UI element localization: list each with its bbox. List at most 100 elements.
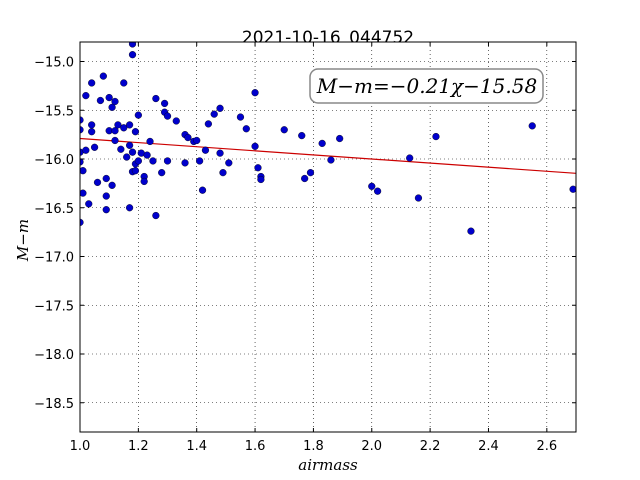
data-point xyxy=(143,151,151,159)
data-point xyxy=(193,136,201,145)
data-point xyxy=(111,136,119,145)
data-point xyxy=(306,169,315,177)
x-tick-label: 1.6 xyxy=(245,439,266,454)
data-point xyxy=(196,157,204,165)
data-point xyxy=(80,126,84,134)
data-point xyxy=(569,185,576,193)
data-point xyxy=(414,194,423,202)
data-point xyxy=(82,92,90,100)
x-tick-label: 2.6 xyxy=(536,439,557,454)
data-point xyxy=(161,99,169,108)
data-point xyxy=(80,116,84,124)
data-point xyxy=(128,42,137,48)
data-point xyxy=(128,51,137,59)
data-point xyxy=(204,120,212,128)
data-point xyxy=(88,121,96,129)
data-point xyxy=(257,175,265,184)
data-point xyxy=(280,126,288,134)
data-point xyxy=(102,206,110,214)
data-point xyxy=(126,141,134,149)
data-point xyxy=(108,103,116,111)
data-point xyxy=(96,96,105,105)
x-tick-label: 2.0 xyxy=(361,439,382,454)
data-point xyxy=(210,110,218,118)
x-tick-label: 1.4 xyxy=(186,439,207,454)
data-point xyxy=(90,143,99,151)
data-point xyxy=(105,93,113,102)
y-tick-label: −16.5 xyxy=(34,202,74,217)
data-point xyxy=(327,156,335,164)
data-point xyxy=(131,167,140,175)
data-point xyxy=(134,111,142,119)
x-tick-label: 2.4 xyxy=(478,439,499,454)
data-point xyxy=(216,104,224,112)
data-point xyxy=(126,121,134,129)
data-point xyxy=(242,125,250,133)
data-point xyxy=(120,79,128,87)
data-point xyxy=(123,153,131,161)
data-point xyxy=(117,145,125,153)
data-point xyxy=(102,174,110,183)
data-point xyxy=(219,169,227,177)
fit-annotation: M−m=−0.21χ−15.58 xyxy=(309,68,544,104)
data-point xyxy=(88,128,96,136)
y-tick-label: −16.0 xyxy=(34,153,74,168)
data-point xyxy=(172,117,180,125)
data-point xyxy=(251,89,259,97)
data-point xyxy=(201,146,210,154)
data-point xyxy=(99,72,107,80)
data-point xyxy=(251,142,259,150)
data-point xyxy=(111,97,119,106)
data-point xyxy=(80,167,87,175)
data-point xyxy=(120,124,128,132)
data-point xyxy=(93,178,102,187)
data-point xyxy=(184,133,192,142)
data-point xyxy=(85,200,93,208)
data-point xyxy=(336,134,344,143)
data-point xyxy=(318,139,326,148)
plot-frame xyxy=(79,41,577,433)
x-tick-label: 1.8 xyxy=(303,439,324,454)
y-tick-label: −18.0 xyxy=(34,348,74,363)
data-point xyxy=(128,148,137,156)
data-point xyxy=(406,154,414,162)
x-tick-label: 1.0 xyxy=(70,439,91,454)
plot-area xyxy=(80,42,576,432)
data-point xyxy=(254,164,262,172)
y-axis-label: M−m xyxy=(14,219,32,262)
data-point xyxy=(301,174,309,183)
data-point xyxy=(80,218,84,226)
data-point xyxy=(163,112,172,120)
data-points xyxy=(80,42,576,235)
annotation-box xyxy=(309,68,544,104)
data-point xyxy=(467,227,475,235)
data-point xyxy=(181,159,189,167)
data-point xyxy=(158,169,166,177)
data-point xyxy=(236,113,245,121)
y-tick-label: −17.5 xyxy=(34,299,74,314)
data-point xyxy=(152,94,160,103)
data-point xyxy=(108,181,116,189)
data-point xyxy=(126,204,134,212)
data-point xyxy=(225,159,233,167)
data-point xyxy=(432,132,440,141)
data-point xyxy=(114,121,122,129)
fit-line-group xyxy=(80,137,576,174)
annotation-text: M−m=−0.21χ−15.58 xyxy=(316,74,537,98)
y-tick-label: −15.0 xyxy=(34,56,74,71)
x-axis-label: airmass xyxy=(298,456,358,474)
fit-line xyxy=(80,137,576,174)
data-point xyxy=(88,79,96,87)
data-point xyxy=(152,211,160,220)
axis-ticks: 1.0 1.2 1.4 1.6 1.8 2.0 2.2 2.4 2.6 −15.0 −15.5 −16… xyxy=(34,42,576,454)
data-point xyxy=(298,132,306,140)
data-point xyxy=(149,157,157,165)
data-point xyxy=(374,187,382,195)
data-point xyxy=(140,177,148,186)
data-point xyxy=(80,189,87,197)
data-point xyxy=(134,157,142,165)
data-point xyxy=(368,182,376,190)
y-tick-label: −17.0 xyxy=(34,251,74,266)
data-point xyxy=(163,157,172,165)
